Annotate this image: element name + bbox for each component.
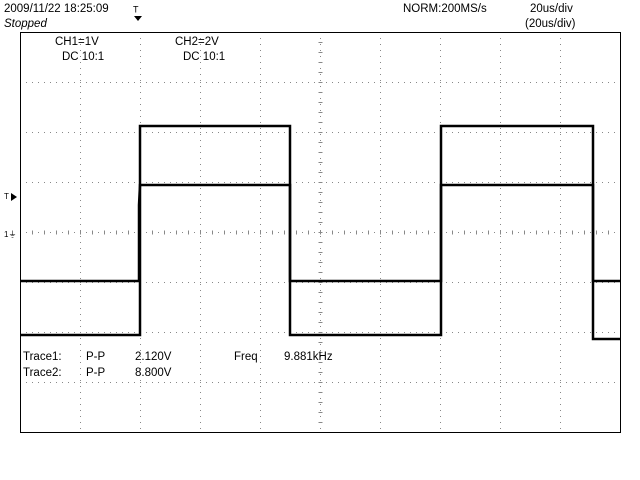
ground-marker: 1⏚ — [4, 230, 16, 239]
trigger-position-arrow — [134, 16, 142, 21]
channel-coupling: DC 10:1 — [183, 51, 225, 63]
measurement-value: 8.800V — [135, 367, 172, 379]
trigger-position-marker: T — [133, 4, 139, 14]
measurement-label: Trace1: — [23, 351, 62, 363]
timebase-setting: (20us/div) — [525, 18, 576, 30]
datetime: 2009/11/22 18:25:09 — [4, 3, 109, 15]
channel-label: CH1=1V — [55, 36, 99, 48]
trigger-level-arrow — [11, 193, 17, 201]
frequency-value: 9.881kHz — [284, 351, 333, 363]
frequency-label: Freq — [234, 351, 258, 363]
measurement-value: 2.120V — [135, 351, 172, 363]
timebase: 20us/div — [530, 3, 573, 15]
sample-rate: NORM:200MS/s — [403, 3, 487, 15]
channel-coupling: DC 10:1 — [62, 51, 104, 63]
screen-frame — [20, 32, 621, 433]
trigger-level-marker: T — [4, 192, 9, 201]
trace-1 — [21, 183, 620, 283]
status: Stopped — [4, 18, 47, 30]
graticule — [20, 32, 620, 432]
channel-label: CH2=2V — [175, 36, 219, 48]
measurement-label: Trace2: — [23, 367, 62, 379]
measurement-type: P-P — [86, 367, 106, 379]
measurement-type: P-P — [86, 351, 106, 363]
